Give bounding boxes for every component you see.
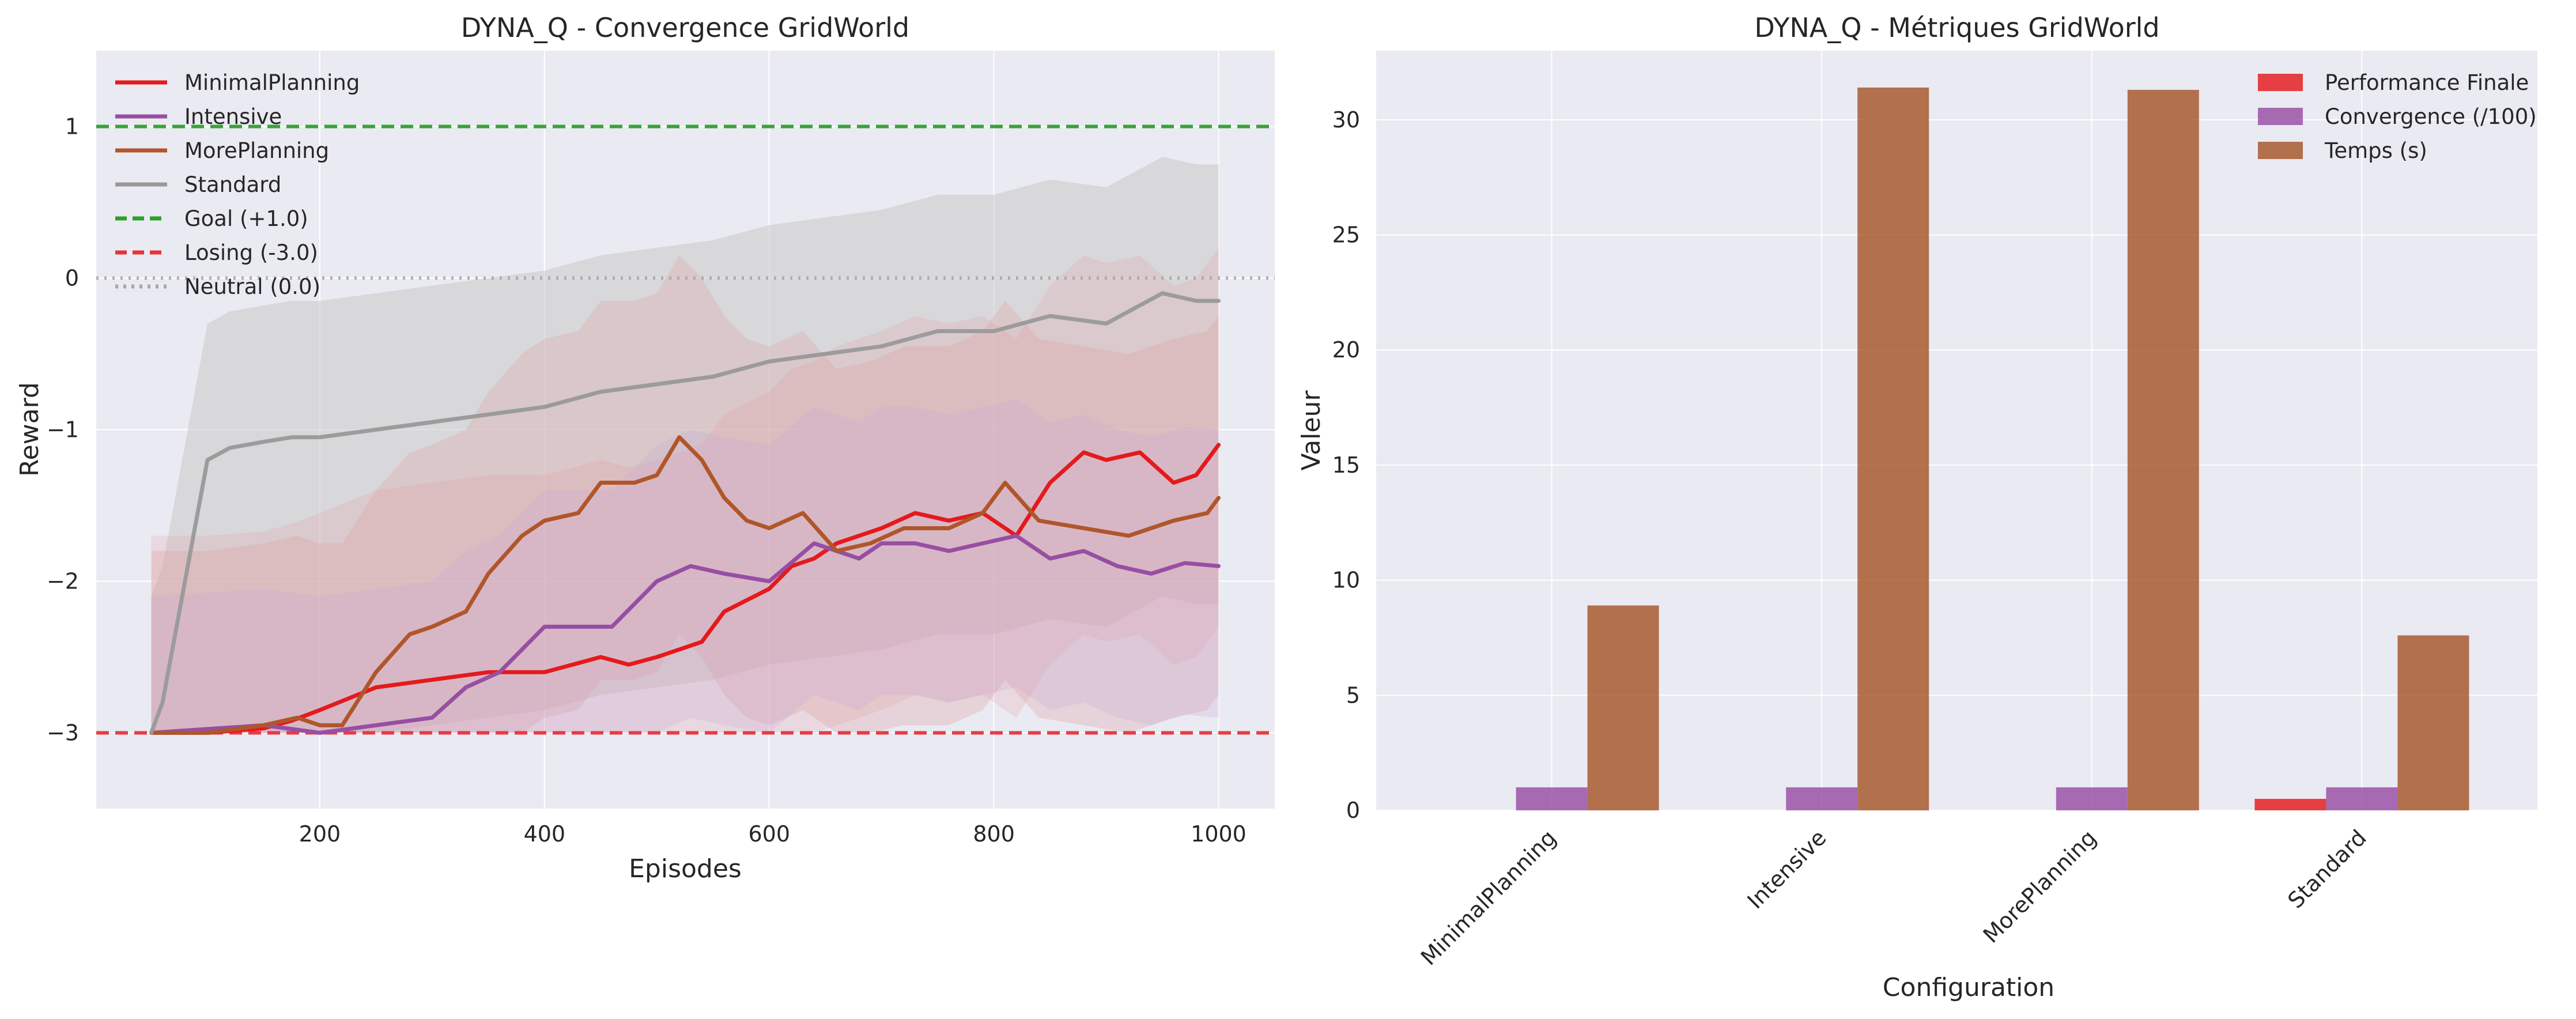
bar-chart-y-tick-label: 10 — [1332, 568, 1360, 593]
bar-chart-y-tick-label: 15 — [1332, 452, 1360, 478]
bar-Temps (s) — [1587, 605, 1659, 810]
legend-label: MinimalPlanning — [184, 70, 360, 95]
legend-label: Temps (s) — [2324, 138, 2427, 163]
line-chart-title: DYNA_Q - Convergence GridWorld — [461, 12, 909, 43]
bar-chart-y-tick-label: 5 — [1346, 682, 1360, 708]
legend-label: Standard — [184, 172, 281, 197]
line-chart: 200 400 600 800 1000 1 0 −1 −2 −3 DYNA_Q - Conve… — [15, 12, 1275, 884]
bar-Temps (s) — [1857, 87, 1929, 810]
line-chart-x-tick-label: 800 — [973, 821, 1015, 847]
bar-Convergence (/100) — [2056, 787, 2128, 810]
bar-chart-y-tick-label: 25 — [1332, 222, 1360, 248]
bar-Convergence (/100) — [1516, 787, 1588, 810]
line-chart-series-MorePlanning — [149, 435, 1221, 735]
bar-Convergence (/100) — [1786, 787, 1858, 810]
line-chart-x-tick-label: 200 — [299, 821, 341, 847]
bar-chart-y-axis-label: Valeur — [1297, 390, 1326, 471]
line-chart-x-axis-label: Episodes — [629, 854, 742, 884]
bar-chart-y-tick-label: 0 — [1346, 798, 1360, 823]
line-chart-y-tick-label: 1 — [65, 114, 79, 139]
line-chart-series-Standard — [149, 291, 1221, 735]
line-chart-y-tick-label: 0 — [65, 266, 79, 291]
bar-chart-legend: Performance Finale Convergence (/100) Temp… — [2258, 70, 2537, 163]
legend-label: Goal (+1.0) — [184, 206, 308, 231]
bar-Performance Finale — [2254, 799, 2326, 810]
legend-swatch — [2258, 74, 2303, 91]
line-chart-y-tick-label: −1 — [47, 417, 79, 443]
line-chart-legend: MinimalPlanning Intensive MorePlanning Stan… — [115, 70, 360, 299]
line-chart-y-tick-label: −3 — [47, 720, 79, 746]
legend-label: Performance Finale — [2325, 70, 2529, 95]
legend-label: Convergence (/100) — [2325, 104, 2537, 129]
bar-chart-plot-area — [1376, 51, 2537, 810]
bar-chart-x-axis-label: Configuration — [1883, 973, 2054, 1002]
legend-label: Intensive — [184, 104, 282, 129]
legend-label: Neutral (0.0) — [184, 274, 320, 299]
bar-Convergence (/100) — [2326, 787, 2398, 810]
legend-swatch — [2258, 108, 2303, 125]
bar-chart-title: DYNA_Q - Métriques GridWorld — [1754, 12, 2159, 43]
bar-Temps (s) — [2397, 635, 2469, 810]
bar-chart: MinimalPlanning Intensive MorePlanning Stan… — [1297, 12, 2537, 1002]
line-chart-band-MinimalPlanning — [151, 247, 1219, 733]
line-chart-band-Intensive — [151, 399, 1219, 733]
line-chart-y-axis-label: Reward — [15, 382, 44, 477]
bar-chart-y-tick-label: 30 — [1332, 107, 1360, 133]
line-chart-x-tick-label: 1000 — [1191, 821, 1247, 847]
bar-Temps (s) — [2127, 89, 2199, 810]
line-chart-series-MinimalPlanning — [149, 443, 1221, 735]
line-chart-y-tick-label: −2 — [47, 569, 79, 594]
legend-swatch — [2258, 142, 2303, 159]
legend-label: MorePlanning — [184, 138, 329, 163]
line-chart-x-tick-label: 400 — [524, 821, 566, 847]
bar-chart-y-tick-label: 20 — [1332, 337, 1360, 363]
line-chart-band-MorePlanning — [151, 255, 1219, 733]
legend-label: Losing (-3.0) — [184, 240, 318, 265]
line-chart-series-Intensive — [149, 534, 1221, 735]
line-chart-x-tick-label: 600 — [748, 821, 790, 847]
